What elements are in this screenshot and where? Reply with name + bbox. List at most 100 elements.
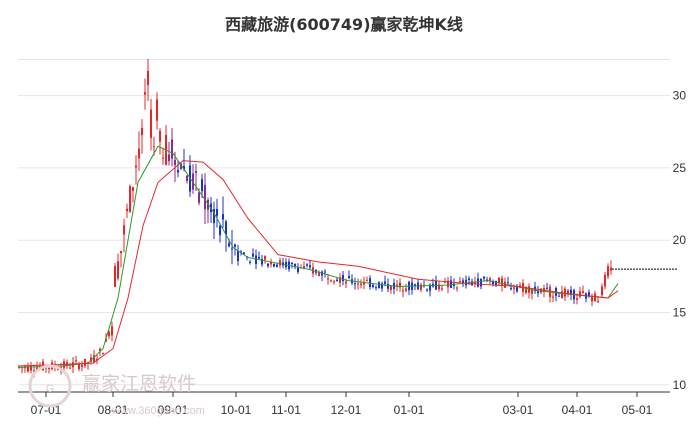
candle-body [93, 355, 95, 363]
candle-body [57, 368, 59, 370]
candle-body [306, 264, 308, 266]
candle-body [369, 278, 371, 287]
candle-body [477, 278, 479, 287]
candle-body [483, 276, 485, 279]
candle-body [195, 170, 197, 173]
candle-body [147, 70, 149, 86]
candle-body [444, 282, 446, 284]
y-tick-label: 10 [673, 378, 687, 392]
candle-body [240, 251, 242, 253]
candle-body [336, 279, 338, 282]
candle-body [177, 169, 179, 173]
candle-body [465, 279, 467, 286]
candle-body [474, 282, 476, 284]
candle-body [117, 261, 119, 279]
candle-body [447, 280, 449, 288]
candle-body [258, 256, 260, 259]
candle-body [204, 184, 206, 210]
candle-body [126, 208, 128, 212]
candle-body [372, 284, 374, 288]
candle-body [330, 280, 332, 282]
candle-body [318, 271, 320, 277]
candle-body [489, 278, 491, 281]
candle-body [78, 363, 80, 370]
candle-body [390, 285, 392, 290]
candle-body [354, 283, 356, 285]
candle-body [135, 165, 137, 168]
candle-body [171, 139, 173, 159]
candle-body [459, 281, 461, 283]
x-tick-label: 11-01 [271, 403, 301, 417]
candle-body [387, 283, 389, 289]
candle-body [507, 282, 509, 284]
candle-body [384, 281, 386, 284]
candle-body [69, 367, 71, 369]
candle-body [309, 265, 311, 268]
candle-body [564, 288, 566, 297]
candle-body [348, 275, 350, 278]
candle-body [546, 287, 548, 289]
candle-body [495, 280, 497, 286]
candle-body [426, 289, 428, 291]
candle-body [264, 256, 266, 260]
candles [18, 58, 612, 378]
candle-body [132, 187, 134, 191]
x-tick-label: 08-01 [98, 403, 129, 417]
candle-body [156, 99, 158, 121]
candle-body [48, 367, 50, 369]
candle-body [84, 358, 86, 366]
candle-body [375, 287, 377, 289]
x-tick-label: 01-01 [394, 403, 425, 417]
candle-body [228, 243, 230, 247]
candle-body [357, 283, 359, 285]
y-tick-label: 30 [673, 89, 687, 103]
candle-body [604, 274, 606, 287]
candle-body [186, 175, 188, 182]
candle-body [75, 360, 77, 362]
x-tick-label: 12-01 [331, 403, 362, 417]
candle-body [492, 281, 494, 285]
candle-body [366, 280, 368, 282]
candle-body [402, 290, 404, 292]
y-tick-label: 25 [673, 161, 687, 175]
candle-body [141, 127, 143, 136]
candle-body [594, 293, 596, 302]
candle-body [405, 288, 407, 291]
candle-body [114, 266, 116, 287]
candle-body [222, 214, 224, 220]
candle-body [273, 263, 275, 267]
candle-body [123, 225, 125, 235]
candle-body [378, 282, 380, 289]
candle-body [525, 287, 527, 293]
chart-title: 西藏旅游(600749)赢家乾坤K线 [225, 15, 463, 34]
candle-body [294, 263, 296, 267]
candle-body [570, 289, 572, 295]
candle-body [607, 266, 609, 277]
candle-body [531, 290, 533, 294]
candle-body [510, 287, 512, 290]
candle-body [129, 186, 131, 212]
candle-body [219, 225, 221, 236]
candle-body [216, 208, 218, 216]
candle-body [162, 157, 164, 159]
candle-body [552, 296, 554, 298]
candle-body [108, 331, 110, 337]
x-tick-label: 09-01 [158, 403, 189, 417]
candle-body [504, 281, 506, 288]
candle-body [471, 281, 473, 285]
candle-body [381, 283, 383, 289]
candle-body [96, 358, 98, 361]
candle-body [339, 277, 341, 283]
candle-body [453, 283, 455, 287]
candle-body [462, 280, 464, 284]
candle-body [582, 291, 584, 294]
candle-body [144, 92, 146, 95]
candle-body [588, 292, 590, 296]
candle-body [249, 261, 251, 263]
candle-body [168, 154, 170, 162]
candle-body [180, 163, 182, 169]
candle-body [303, 266, 305, 269]
candle-body [297, 267, 299, 273]
